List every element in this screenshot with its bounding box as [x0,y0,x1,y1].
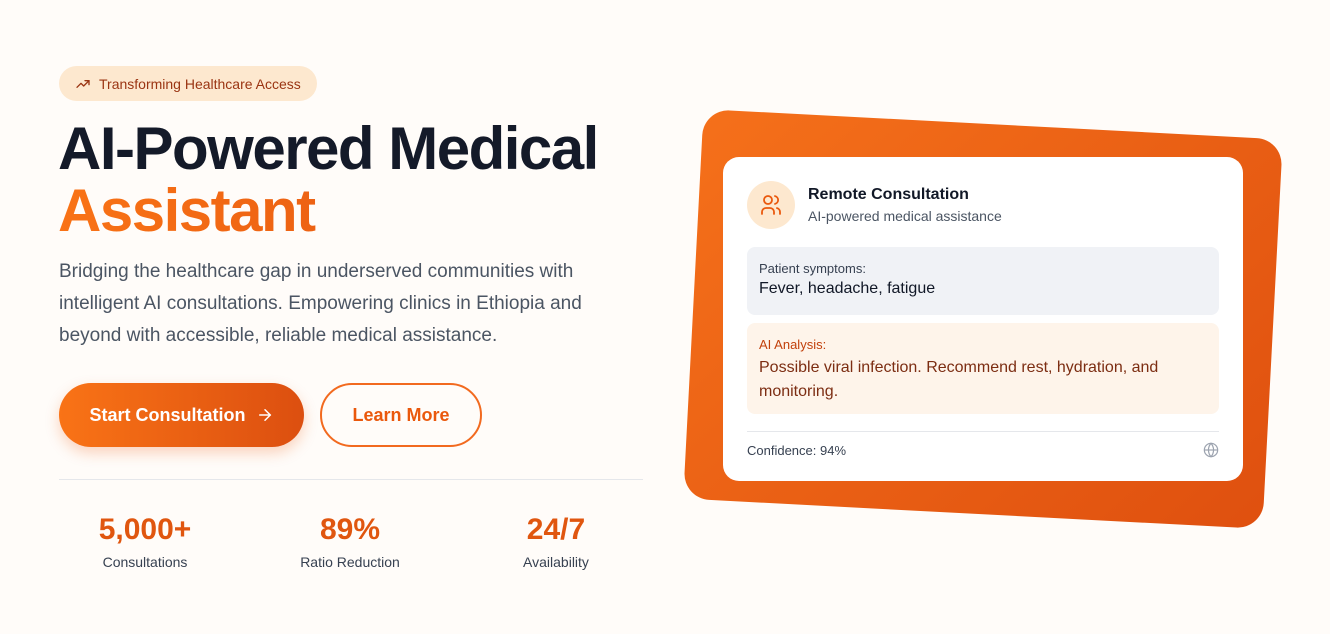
consultation-card: Remote Consultation AI-powered medical a… [723,157,1243,481]
symptoms-box: Patient symptoms: Fever, headache, fatig… [747,247,1219,315]
stat-ratio-reduction: 89% Ratio Reduction [250,512,450,570]
title-line-1: AI-Powered Medical [58,115,599,182]
card-subtitle: AI-powered medical assistance [808,208,1002,224]
stat-value: 5,000+ [98,513,192,546]
arrow-right-icon [258,409,271,421]
start-consultation-button[interactable]: Start Consultation [59,383,304,447]
page-title: AI-Powered Medical Assistant [58,115,599,242]
start-consultation-label: Start Consultation [89,404,246,425]
badge-label: Transforming Healthcare Access [99,75,301,92]
globe-icon [1203,442,1219,458]
learn-more-button[interactable]: Learn More [320,383,482,447]
stat-label: Ratio Reduction [300,554,400,570]
divider [59,479,643,480]
confidence-text: Confidence: 94% [747,442,847,458]
hero-badge: Transforming Healthcare Access [59,66,317,101]
avatar [747,181,795,229]
stat-value: 24/7 [526,513,586,546]
stat-availability: 24/7 Availability [456,512,656,570]
stat-value: 89% [319,513,381,546]
analysis-label: AI Analysis: [759,337,827,352]
analysis-box: AI Analysis: Possible viral infection. R… [747,323,1219,414]
stat-consultations: 5,000+ Consultations [45,512,245,570]
symptoms-label: Patient symptoms: [759,261,866,276]
symptoms-value: Fever, headache, fatigue [759,280,936,297]
analysis-value: Possible viral infection. Recommend rest… [759,359,1159,400]
stat-label: Availability [523,554,589,570]
trending-up-icon [76,79,90,88]
users-icon [761,195,781,215]
stat-label: Consultations [102,554,188,570]
title-line-2: Assistant [58,180,598,242]
card-title: Remote Consultation [808,186,969,203]
hero-description: Bridging the healthcare gap in underserv… [59,261,582,346]
